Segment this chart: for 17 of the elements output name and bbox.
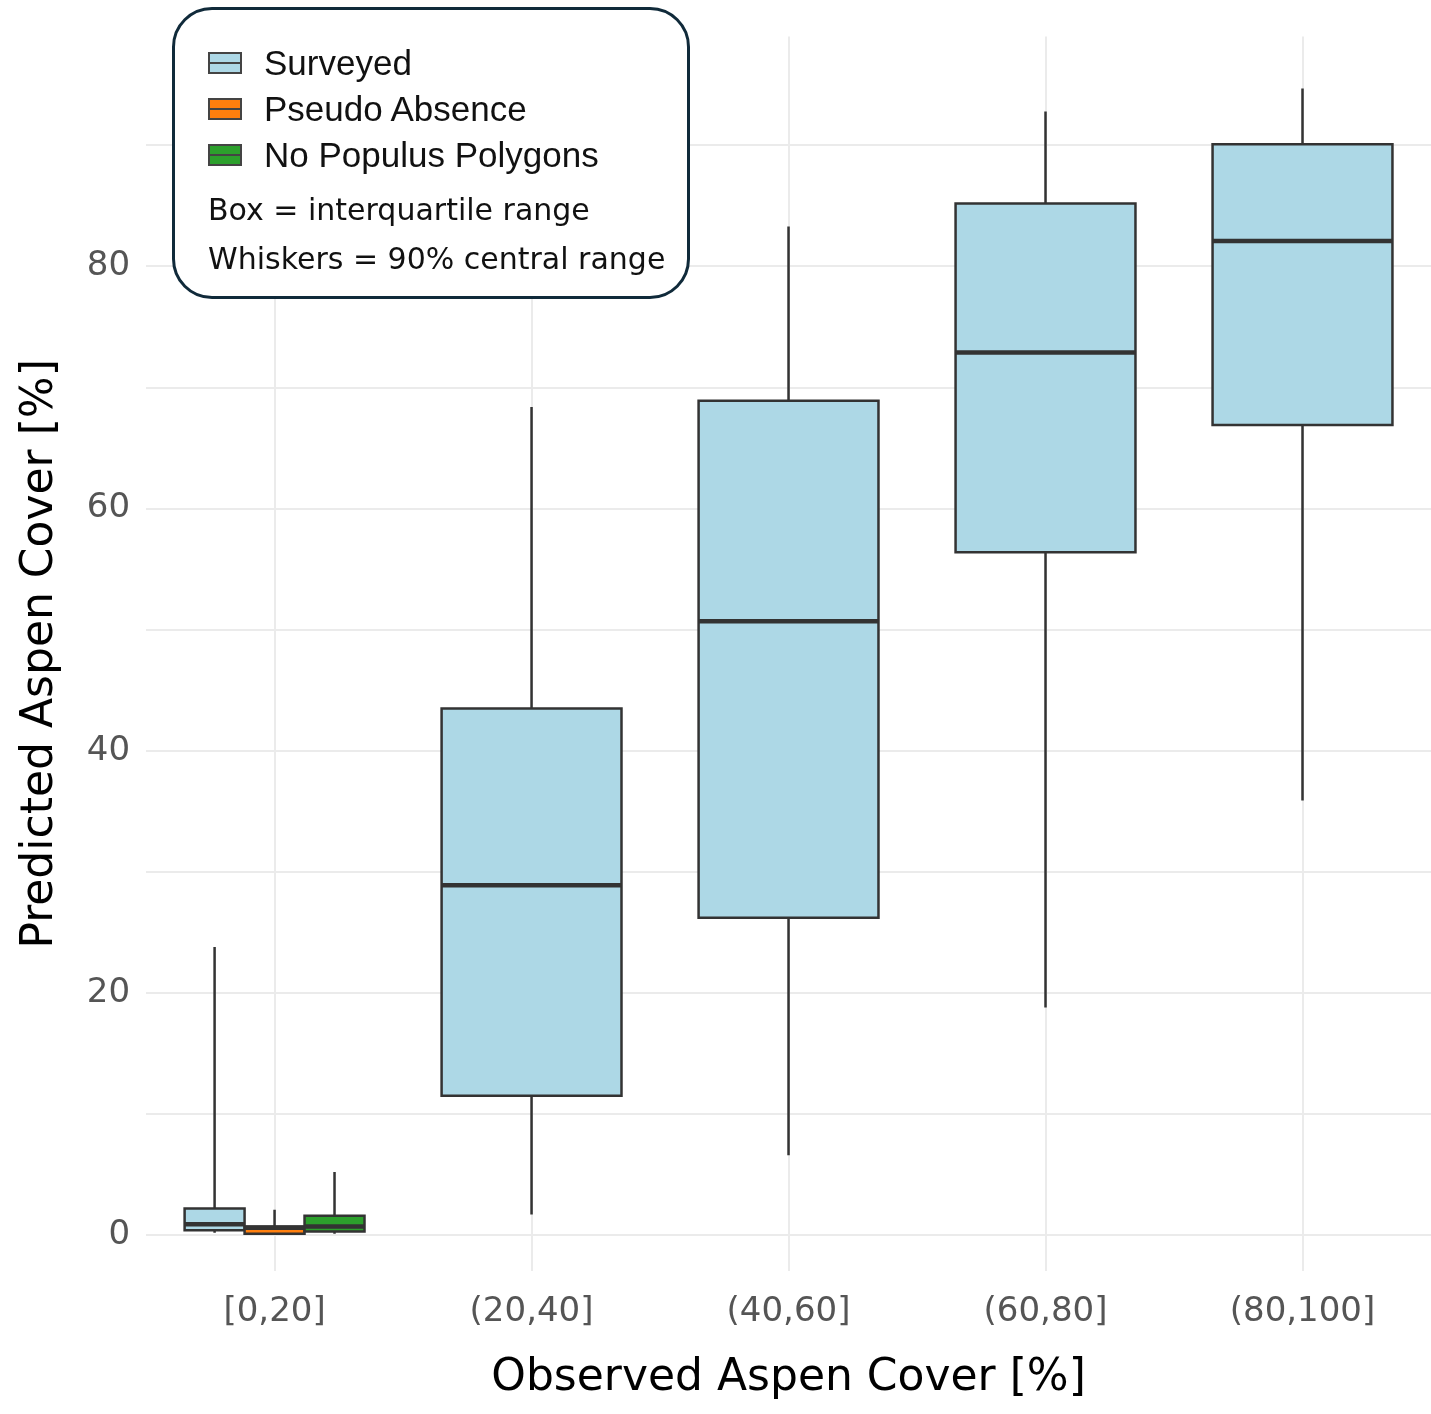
annotation: Whiskers = 90% central range bbox=[208, 241, 666, 276]
y-tick-label: 40 bbox=[86, 727, 131, 768]
legend-label: No Populus Polygons bbox=[264, 135, 599, 175]
legend-label: Pseudo Absence bbox=[264, 89, 527, 129]
x-tick-label: (60,80] bbox=[983, 1288, 1108, 1329]
x-tick-label: (80,100] bbox=[1229, 1288, 1376, 1329]
y-axis-title: Predicted Aspen Cover [%] bbox=[10, 359, 62, 949]
y-tick-label: 20 bbox=[86, 969, 131, 1010]
y-tick-label: 80 bbox=[86, 243, 131, 284]
x-tick-label: [0,20] bbox=[223, 1288, 326, 1329]
y-tick-label: 60 bbox=[86, 485, 131, 526]
x-tick-label: (40,60] bbox=[726, 1288, 851, 1329]
annotation: Box = interquartile range bbox=[208, 192, 591, 227]
y-tick-label: 0 bbox=[108, 1211, 131, 1252]
x-axis-title: Observed Aspen Cover [%] bbox=[491, 1349, 1086, 1401]
x-tick-label: (20,40] bbox=[469, 1288, 594, 1329]
legend-label: Surveyed bbox=[264, 43, 412, 83]
